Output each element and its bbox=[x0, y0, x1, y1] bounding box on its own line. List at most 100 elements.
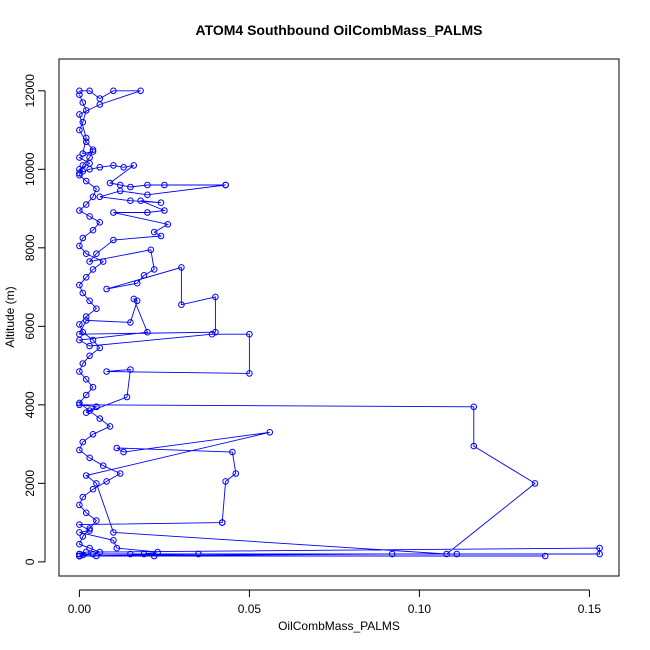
data-point bbox=[76, 321, 83, 328]
data-point bbox=[76, 336, 83, 344]
x-tick-label: 0.05 bbox=[238, 602, 262, 616]
data-point bbox=[82, 250, 90, 257]
data-point bbox=[157, 232, 165, 240]
data-point bbox=[96, 344, 104, 352]
data-point bbox=[99, 462, 107, 470]
data-point bbox=[82, 177, 90, 185]
x-axis: 0.00 0.05 0.10 0.15 bbox=[68, 589, 602, 616]
data-point bbox=[93, 517, 100, 524]
data-point bbox=[96, 164, 104, 171]
data-point bbox=[76, 281, 83, 289]
data-point bbox=[133, 279, 141, 287]
data-point bbox=[76, 207, 83, 214]
data-point bbox=[76, 111, 83, 118]
data-point bbox=[79, 234, 87, 242]
data-point bbox=[86, 342, 93, 350]
y-axis-label: Altitude (m) bbox=[3, 286, 17, 347]
data-point bbox=[127, 197, 134, 204]
data-point bbox=[79, 162, 87, 169]
data-point bbox=[89, 431, 97, 438]
chart-title: ATOM4 Southbound OilCombMass_PALMS bbox=[196, 22, 483, 38]
data-point bbox=[164, 221, 172, 228]
data-point bbox=[140, 272, 148, 279]
data-point bbox=[79, 493, 87, 501]
data-point bbox=[76, 171, 83, 179]
data-point bbox=[76, 529, 83, 536]
data-point bbox=[76, 87, 83, 95]
data-point bbox=[123, 393, 131, 401]
data-point bbox=[103, 368, 110, 375]
data-point bbox=[96, 219, 104, 226]
y-tick-label: 0 bbox=[23, 558, 37, 565]
data-point bbox=[150, 266, 158, 273]
data-point bbox=[113, 444, 121, 452]
data-point bbox=[82, 313, 90, 320]
x-tick-label: 0.10 bbox=[408, 602, 432, 616]
data-point bbox=[266, 429, 274, 436]
data-point bbox=[89, 485, 97, 493]
data-point bbox=[76, 540, 83, 548]
data-point bbox=[86, 527, 93, 534]
data-point bbox=[531, 480, 539, 487]
data-point bbox=[144, 181, 151, 189]
plot-frame bbox=[58, 58, 620, 577]
data-point bbox=[232, 470, 240, 477]
data-point bbox=[127, 366, 134, 373]
data-point bbox=[127, 550, 134, 558]
y-axis: 0 2000 4000 6000 8000 10000 12000 bbox=[23, 74, 46, 565]
series-layer bbox=[76, 87, 603, 560]
data-point bbox=[79, 551, 87, 559]
data-point bbox=[120, 164, 127, 171]
y-tick-label: 10000 bbox=[23, 152, 37, 186]
data-point bbox=[106, 179, 114, 187]
data-point bbox=[150, 228, 158, 236]
data-point bbox=[161, 207, 168, 214]
data-point bbox=[76, 368, 83, 375]
y-tick-label: 2000 bbox=[23, 470, 37, 497]
data-point bbox=[120, 448, 127, 456]
data-point bbox=[82, 138, 90, 146]
data-point bbox=[86, 258, 93, 265]
data-point bbox=[453, 550, 461, 558]
x-axis-label: OilCombMass_PALMS bbox=[278, 619, 400, 633]
data-point bbox=[86, 297, 93, 305]
data-point bbox=[110, 529, 117, 536]
data-point bbox=[93, 305, 100, 313]
data-point bbox=[82, 134, 90, 142]
data-point bbox=[96, 101, 104, 108]
data-point bbox=[218, 519, 226, 526]
data-point bbox=[137, 197, 144, 204]
x-tick-label: 0.15 bbox=[578, 602, 602, 616]
data-point bbox=[79, 438, 87, 446]
data-point bbox=[86, 407, 93, 415]
data-point bbox=[110, 162, 117, 169]
data-point bbox=[596, 550, 603, 558]
data-point bbox=[86, 166, 93, 173]
data-point bbox=[144, 209, 151, 216]
data-point bbox=[470, 442, 478, 450]
data-point bbox=[82, 201, 90, 208]
data-point bbox=[113, 544, 121, 552]
data-point bbox=[140, 550, 148, 558]
data-point bbox=[103, 285, 110, 293]
data-point bbox=[79, 118, 87, 126]
data-point bbox=[212, 328, 219, 336]
data-point bbox=[388, 550, 396, 558]
data-point bbox=[79, 150, 87, 157]
data-point bbox=[208, 330, 216, 338]
data-point bbox=[76, 550, 83, 558]
data-point bbox=[76, 126, 83, 134]
data-point bbox=[470, 403, 478, 411]
data-point bbox=[106, 423, 114, 430]
data-point bbox=[82, 274, 90, 281]
data-point bbox=[93, 480, 100, 487]
data-point bbox=[137, 87, 144, 95]
data-point bbox=[246, 330, 253, 338]
y-tick-label: 12000 bbox=[23, 74, 37, 108]
data-point bbox=[86, 525, 93, 532]
data-point bbox=[96, 415, 104, 422]
data-point bbox=[89, 146, 97, 153]
data-point bbox=[76, 521, 83, 528]
data-point bbox=[130, 162, 138, 169]
data-point bbox=[76, 552, 83, 560]
